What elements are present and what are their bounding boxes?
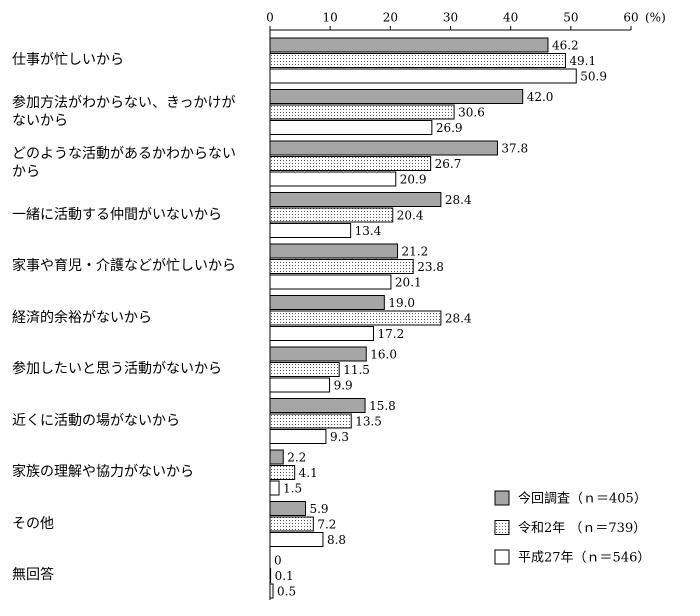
legend-swatch	[494, 549, 510, 565]
x-tick-label: 60	[623, 11, 638, 25]
bar	[269, 568, 272, 583]
x-tick-label: 30	[443, 11, 458, 25]
value-label: 19.0	[388, 296, 415, 310]
value-label: 9.9	[334, 379, 353, 393]
unit-label: (%)	[645, 11, 666, 25]
x-tick-label: 50	[563, 11, 578, 25]
bar	[269, 120, 433, 135]
value-label: 7.2	[317, 518, 336, 532]
bar	[269, 398, 366, 413]
category-label: 参加方法がわからない、きっかけがないから	[12, 94, 236, 129]
value-label: 1.5	[283, 482, 302, 496]
bar	[269, 207, 394, 223]
bar	[269, 532, 324, 547]
category-label: 経済的余裕がないから	[12, 309, 152, 326]
legend-swatch	[494, 490, 510, 506]
bar	[269, 295, 385, 310]
value-label: 28.4	[445, 193, 472, 207]
bar	[269, 326, 374, 341]
value-label: 26.7	[435, 157, 462, 171]
value-label: 11.5	[343, 363, 370, 377]
value-label: 23.8	[417, 260, 444, 274]
bar	[269, 310, 442, 326]
x-tick-label: 10	[323, 11, 338, 25]
x-tick-label: 20	[383, 11, 398, 25]
bar	[269, 171, 397, 187]
bar	[269, 274, 392, 290]
category-label: 近くに活動の場がないから	[12, 412, 180, 429]
value-label: 20.1	[395, 276, 422, 290]
value-label: 5.9	[309, 502, 328, 516]
category-label: 無回答	[12, 567, 54, 583]
bar	[269, 501, 306, 516]
value-label: 15.8	[369, 399, 396, 413]
bar	[269, 429, 327, 444]
value-label: 13.5	[355, 415, 382, 429]
legend-label: 今回調査（ｎ＝405）	[518, 491, 647, 507]
category-label: 家族の理解や協力がないから	[12, 464, 194, 480]
bar	[269, 480, 280, 496]
bar	[269, 516, 314, 532]
bar	[269, 346, 367, 362]
category-label: どのような活動があるかわからないから	[12, 146, 236, 180]
bar	[269, 104, 455, 120]
value-label: 0.5	[277, 585, 296, 599]
legend-label: 令和2年 （ｎ＝739）	[518, 521, 646, 536]
bar	[269, 377, 331, 393]
bar	[269, 140, 498, 156]
bar	[269, 89, 524, 104]
category-label: 家事や育児・介護などが忙しいから	[12, 258, 236, 274]
value-label: 4.1	[299, 466, 318, 480]
value-label: 2.2	[287, 451, 306, 465]
value-label: 37.8	[501, 142, 528, 156]
category-label: その他	[12, 515, 54, 532]
category-label: 参加したいと思う活動がないから	[12, 361, 222, 377]
value-label: 21.2	[402, 245, 429, 259]
bar	[269, 192, 442, 207]
value-label: 20.4	[397, 209, 424, 223]
x-tick-label: 0	[266, 11, 274, 25]
value-label: 8.8	[327, 533, 346, 547]
bar	[269, 156, 432, 171]
value-label: 13.4	[355, 224, 382, 238]
bar	[269, 243, 399, 259]
value-label: 0.1	[275, 569, 294, 583]
bar	[269, 362, 340, 377]
bar	[269, 449, 284, 465]
bar	[269, 223, 352, 238]
value-label: 50.9	[580, 70, 607, 84]
category-label: 一緒に活動する仲間がいないから	[12, 206, 222, 223]
bar	[269, 53, 566, 68]
legend-swatch	[494, 520, 510, 535]
bar	[269, 465, 296, 480]
value-label: 0	[274, 554, 282, 568]
value-label: 49.1	[569, 54, 596, 68]
value-label: 42.0	[527, 90, 554, 104]
value-label: 17.2	[377, 327, 404, 341]
bar	[269, 68, 577, 84]
x-tick-label: 40	[503, 11, 518, 25]
value-label: 9.3	[330, 430, 349, 444]
legend-label: 平成27年（ｎ＝546）	[518, 551, 650, 566]
bar	[269, 259, 414, 274]
category-label: 仕事が忙しいから	[12, 52, 124, 68]
value-label: 20.9	[400, 173, 427, 187]
bar	[269, 413, 352, 429]
bar	[269, 37, 549, 53]
value-label: 46.2	[552, 39, 579, 53]
value-label: 30.6	[458, 106, 485, 120]
value-label: 16.0	[370, 348, 397, 362]
value-label: 26.9	[436, 121, 463, 135]
value-label: 28.4	[445, 312, 472, 326]
bar	[269, 583, 274, 599]
